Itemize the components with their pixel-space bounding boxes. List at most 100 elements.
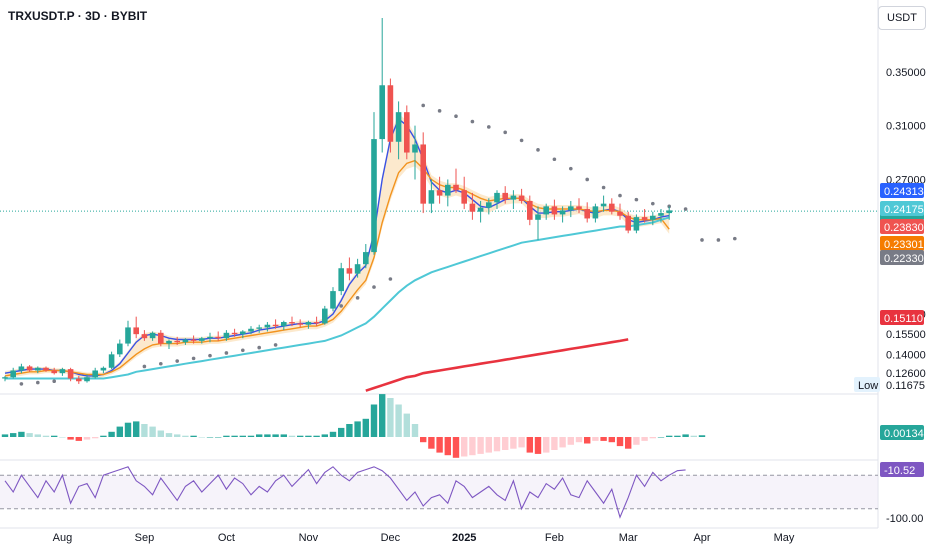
macd-bar: [575, 437, 583, 443]
volatility-band: [5, 113, 670, 379]
macd-bar: [682, 434, 689, 437]
macd-bar: [526, 437, 533, 453]
candle-body: [108, 354, 115, 368]
candle-body: [59, 369, 66, 374]
sar-dot: [470, 119, 475, 124]
macd-bar: [674, 435, 681, 437]
macd-bar: [452, 437, 460, 458]
macd-bar: [174, 434, 181, 437]
price-tick-label: 0.31000: [886, 121, 926, 133]
candle-body: [617, 211, 623, 216]
candle-body: [174, 340, 180, 343]
macd-bar: [387, 398, 394, 437]
candle-body: [35, 367, 41, 371]
sar-dot: [421, 103, 426, 108]
oscillator-band: [0, 475, 878, 509]
candle-body: [231, 332, 238, 335]
candle-body: [600, 203, 607, 207]
candle: [199, 336, 205, 344]
oscillator-min-label: -100.00: [886, 513, 923, 525]
candle: [100, 366, 107, 374]
candle: [264, 322, 271, 332]
candle-body: [363, 252, 369, 265]
candle: [231, 328, 238, 337]
candle-body: [26, 366, 33, 371]
macd-bar: [141, 424, 148, 437]
time-axis[interactable]: Aug Sep Oct Nov Dec 2025 Feb Mar Apr May: [53, 532, 795, 544]
macd-bar: [223, 435, 230, 437]
macd-bar: [182, 435, 189, 437]
candle-body: [576, 206, 582, 210]
candle: [18, 363, 25, 374]
candle: [379, 18, 385, 153]
candle: [35, 366, 41, 374]
candle: [617, 203, 623, 220]
time-tick-label: Aug: [53, 532, 73, 544]
candle-body: [354, 264, 361, 274]
time-tick-label: 2025: [452, 532, 476, 544]
candle-body: [125, 327, 131, 344]
candle: [117, 339, 123, 358]
macd-bar: [551, 437, 558, 450]
candle: [650, 211, 656, 226]
candle: [125, 320, 131, 347]
candle: [330, 287, 336, 312]
price-tick-label: 0.14000: [886, 349, 926, 361]
candle-body: [371, 139, 377, 253]
candle-body: [289, 322, 295, 324]
time-tick-label: Nov: [299, 532, 319, 544]
sar-dot: [339, 304, 344, 308]
macd-bar: [51, 435, 58, 437]
macd-bar: [272, 434, 279, 437]
macd-bar: [10, 433, 17, 437]
candle-body: [527, 200, 533, 220]
macd-bar: [329, 431, 337, 437]
candle-body: [51, 370, 57, 374]
candlestick-series: [2, 18, 672, 384]
candle-body: [158, 332, 164, 344]
oscillator-line: [4, 466, 686, 519]
macd-bar: [133, 421, 140, 437]
candle: [166, 339, 172, 349]
price-axis[interactable]: 0.350000.310000.270000.170000.155000.140…: [854, 67, 927, 525]
price-badge: 0.23301: [880, 236, 924, 251]
macd-bar: [83, 437, 91, 440]
candle: [322, 305, 328, 325]
candle-body: [428, 190, 435, 204]
price-tick-label: 0.35000: [886, 67, 926, 79]
candle: [174, 336, 180, 345]
macd-bar: [59, 437, 66, 438]
candle-body: [338, 268, 344, 292]
candle: [633, 214, 640, 234]
macd-bar: [477, 437, 484, 454]
candle-body: [502, 192, 508, 200]
candle: [371, 112, 377, 255]
candle: [10, 367, 16, 379]
candle-body: [322, 308, 328, 324]
macd-bar: [543, 437, 550, 453]
candle-body: [559, 210, 566, 215]
currency-unit-label[interactable]: USDT: [878, 6, 926, 30]
macd-bar: [633, 437, 640, 445]
macd-bar: [649, 437, 656, 439]
candle-body: [379, 85, 385, 140]
macd-bar: [444, 437, 451, 456]
oscillator-pane: [0, 466, 878, 519]
macd-bar: [190, 435, 197, 437]
sar-dot: [700, 238, 704, 242]
candle: [420, 132, 426, 214]
candle: [182, 338, 189, 345]
candle: [207, 332, 213, 343]
sar-dot: [208, 353, 212, 358]
candle-body: [215, 336, 221, 339]
sar-dot: [241, 348, 245, 353]
price-badge: 0.23830: [880, 219, 924, 234]
macd-pane: [1, 394, 706, 458]
macd-bar: [346, 424, 353, 437]
badge-background: [880, 250, 924, 265]
price-badge: 0.15110: [880, 310, 924, 325]
candle-body: [568, 206, 574, 211]
macd-bar: [206, 437, 214, 438]
price-tick-label: 0.15500: [886, 329, 926, 341]
